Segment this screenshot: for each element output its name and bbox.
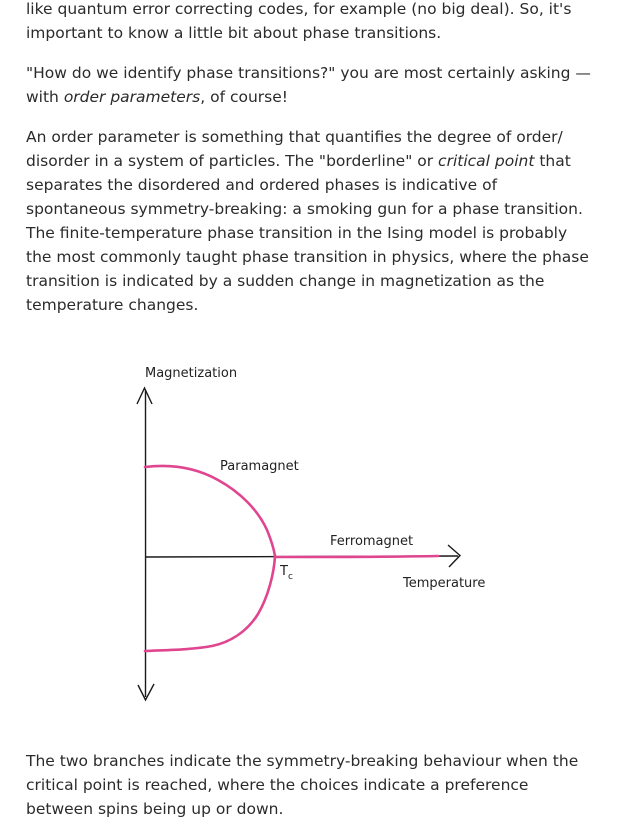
critical-temperature-symbol: T bbox=[279, 564, 288, 579]
paragraph-critical-point: An order parameter is something that qua… bbox=[26, 125, 592, 317]
paragraph-text: "How do we identify phase transitions?" … bbox=[26, 64, 591, 106]
upper-branch-curve bbox=[143, 464, 277, 558]
paramagnet-label: Paramagnet bbox=[220, 459, 299, 474]
lower-branch-curve bbox=[143, 554, 277, 653]
zero-magnetization-line bbox=[273, 554, 440, 559]
article-body: like quantum error correcting codes, for… bbox=[26, 0, 592, 333]
phase-diagram-svg: Magnetization Temperature Paramagnet Fer… bbox=[136, 366, 485, 702]
emphasis-order-parameters: order parameters bbox=[63, 88, 201, 106]
paragraph-text: An order parameter is something that qua… bbox=[26, 128, 563, 170]
paragraph-branches: The two branches indicate the symmetry-b… bbox=[26, 752, 579, 818]
x-axis-arrow bbox=[447, 544, 462, 568]
paragraph-text: that separates the disordered and ordere… bbox=[26, 152, 589, 314]
phase-transition-figure: Magnetization Temperature Paramagnet Fer… bbox=[0, 352, 620, 712]
ferromagnet-label: Ferromagnet bbox=[330, 534, 413, 549]
critical-temperature-subscript: c bbox=[288, 572, 293, 582]
paragraph-intro: like quantum error correcting codes, for… bbox=[26, 0, 572, 42]
x-axis-label: Temperature bbox=[402, 576, 485, 591]
y-axis-arrow-down bbox=[137, 683, 155, 702]
emphasis-critical-point: critical point bbox=[438, 152, 535, 170]
paragraph-text: , of course! bbox=[200, 88, 288, 106]
paragraph-order-parameters: "How do we identify phase transitions?" … bbox=[26, 61, 592, 109]
y-axis-arrow-up bbox=[136, 386, 153, 405]
y-axis-label: Magnetization bbox=[145, 366, 237, 381]
critical-temperature-label: Tc bbox=[279, 564, 293, 582]
